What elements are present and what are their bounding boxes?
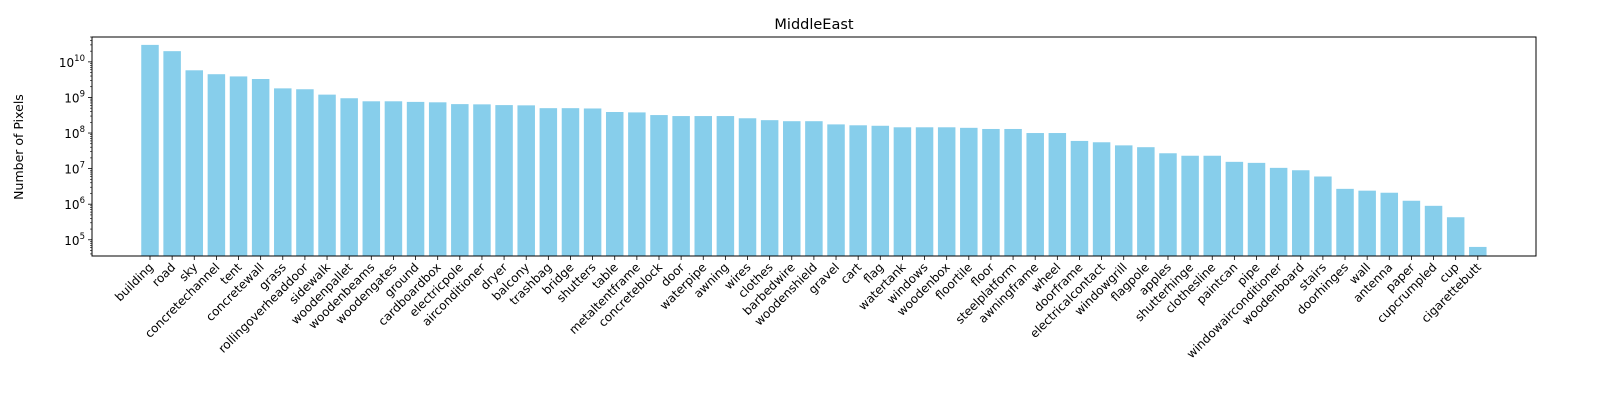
bar-woodenbeams [362,101,381,256]
bar-wall [1358,190,1376,256]
bar-shutters [583,108,602,256]
bar-table [605,112,624,256]
bar-balcony [517,105,535,256]
y-tick-label: 106 [64,196,85,212]
bar-windowairconditioner [1269,167,1288,256]
bar-woodenbox [937,127,956,256]
bar-woodenboard [1292,170,1310,256]
y-tick-label: 109 [64,89,85,105]
y-tick-label: 108 [64,125,85,141]
bar-barbedwire [783,121,801,256]
x-tick-label: building [112,260,156,304]
y-tick-label: 105 [64,232,85,248]
bar-concretechannel [207,74,226,257]
bar-cardboardbox [428,102,447,256]
bar-metaltentframe [628,112,646,257]
bar-pipe [1247,162,1266,256]
bar-building [141,44,159,256]
bar-concretewall [251,79,270,256]
y-tick-label: 1010 [59,54,85,70]
bar-awningframe [1026,133,1044,256]
bar-clothes [760,120,779,256]
bar-cupcrumpled [1424,205,1443,256]
bar-steelplatform [1004,128,1022,256]
bar-concreteblock [650,115,668,256]
bar-woodenpallet [340,98,358,257]
bar-clothesline [1203,155,1221,256]
bar-wires [738,118,757,257]
bar-cup [1446,217,1465,256]
bar-ground [406,101,425,257]
bar-doorframe [1070,140,1089,256]
bar-electricpole [451,104,469,256]
x-tick-label: cart [838,260,865,287]
bar-sidewalk [318,94,336,256]
bar-windowgrill [1114,145,1133,256]
bar-watertank [893,127,912,256]
bar-shutterhinge [1181,155,1199,256]
y-ticks: 105 106 107 108 109 1010 [59,36,92,255]
bar-grass [274,88,292,257]
bar-dryer [495,105,513,256]
x-tick-label: road [149,260,178,289]
bar-flagpole [1137,147,1155,256]
bar-paintcan [1225,161,1244,256]
bar-paper [1402,200,1421,256]
bar-gravel [827,124,845,256]
bar-door [672,116,690,256]
bar-floortile [960,127,978,256]
bar-bridge [561,108,580,256]
bar-trashbag [539,108,558,256]
bar-cart [849,125,867,256]
bar-stairs [1314,176,1332,256]
y-axis-label: Number of Pixels [11,94,26,200]
bars [141,44,1487,257]
bar-antenna [1380,192,1399,256]
bar-floor [982,128,1000,256]
bar-awning [716,116,735,256]
bar-electricalcontact [1092,142,1111,256]
bar-rollingoverheaddoor [296,89,314,256]
bar-doorhinges [1336,188,1354,256]
plot-frame [91,36,1537,257]
bar-windows [915,127,934,256]
y-tick-label: 107 [64,161,85,177]
bar-cigarettebutt [1469,246,1487,256]
bar-tent [229,76,248,256]
bar-wheel [1048,133,1067,256]
bar-airconditioner [473,104,491,256]
bar-road [163,51,181,256]
bar-sky [185,70,204,256]
bar-apples [1159,153,1177,256]
bar-woodengates [384,101,403,256]
x-ticks: buildingroadskyconcretechanneltentconcre… [112,256,1484,361]
bar-woodenshield [805,121,823,256]
bar-waterpipe [694,116,712,256]
chart-title: MiddleEast [774,17,853,33]
bar-flag [871,125,890,257]
